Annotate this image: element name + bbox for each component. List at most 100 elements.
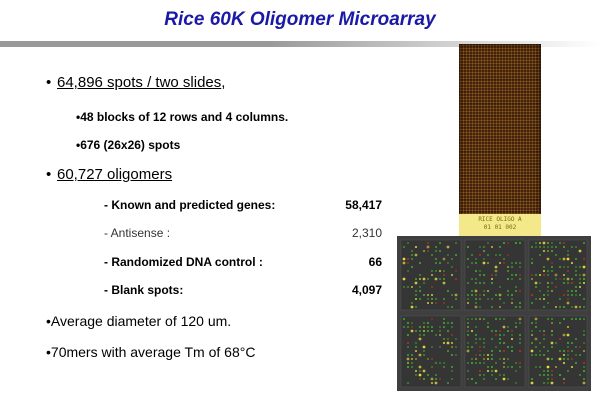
array-spot [567, 294, 569, 296]
array-spot [551, 346, 553, 348]
array-spot [483, 354, 485, 356]
array-spot [431, 254, 433, 256]
array-spot [443, 274, 445, 276]
array-spot [562, 333, 566, 337]
array-spot [479, 294, 481, 296]
array-spot [439, 334, 441, 336]
array-spot [415, 358, 417, 360]
array-spot [451, 306, 453, 308]
array-spot [403, 318, 405, 320]
array-spot [539, 354, 541, 356]
array-spot [583, 350, 585, 352]
array-spot [442, 281, 446, 285]
array-spot [487, 290, 489, 292]
array-spot [583, 366, 585, 368]
oligomers-text: 60,727 oligomers [57, 166, 173, 183]
array-spot [555, 306, 557, 308]
array-spots [400, 239, 588, 388]
array-spot [563, 282, 565, 284]
array-spot [519, 242, 521, 244]
array-spot [502, 325, 506, 329]
array-spot [474, 289, 478, 293]
array-spot [475, 358, 477, 360]
array-spot [411, 358, 413, 360]
array-spot [439, 362, 441, 364]
array-spot [423, 250, 425, 252]
array-spot [415, 346, 417, 348]
array-spot [415, 350, 417, 352]
array-spot [567, 346, 569, 348]
array-spot [411, 250, 413, 252]
array-spot [475, 338, 477, 340]
array-spot [558, 357, 562, 361]
array-spot [531, 342, 533, 344]
array-spot [455, 338, 457, 340]
array-spot [482, 261, 486, 265]
bullet-dot: • [46, 344, 51, 360]
array-spot [467, 362, 469, 364]
array-spot [535, 326, 537, 328]
array-spot [567, 250, 569, 252]
array-spot [511, 346, 513, 348]
array-spot [475, 298, 477, 300]
array-spot [419, 326, 421, 328]
array-spot [543, 374, 545, 376]
array-spot [455, 354, 457, 356]
array-spot [498, 293, 502, 297]
array-spot [407, 270, 409, 272]
array-spot [479, 282, 481, 284]
array-spot [451, 294, 453, 296]
array-spot [539, 246, 541, 248]
array-spot [575, 286, 577, 288]
array-spot [451, 346, 453, 348]
array-spot [582, 265, 586, 269]
array-spot [403, 326, 405, 328]
array-spot [534, 337, 538, 341]
array-spot [407, 286, 409, 288]
array-spot [443, 362, 445, 364]
array-spot [491, 278, 493, 280]
array-spot [539, 290, 541, 292]
array-spot [402, 277, 406, 281]
array-spot [583, 282, 585, 284]
array-spot [407, 262, 409, 264]
array-spot [563, 278, 565, 280]
array-spot [479, 246, 481, 248]
array-spot [583, 378, 585, 380]
array-spot [550, 341, 554, 345]
array-spot [431, 286, 433, 288]
array-spot [487, 366, 489, 368]
array-spot [483, 258, 485, 260]
array-spot [551, 242, 553, 244]
array-spot [411, 322, 413, 324]
array-spot [567, 298, 569, 300]
array-spot [431, 326, 433, 328]
array-spot [499, 342, 501, 344]
array-spot [471, 262, 473, 264]
array-spot [467, 330, 469, 332]
array-spot [499, 358, 501, 360]
array-spot [559, 278, 561, 280]
array-spot [431, 358, 433, 360]
array-spot [547, 286, 549, 288]
array-spot [443, 298, 445, 300]
bullet-dot: • [76, 138, 81, 152]
array-spot [411, 258, 413, 260]
array-spot [507, 346, 509, 348]
array-spot [571, 282, 573, 284]
array-spot [578, 249, 582, 253]
array-spot [475, 270, 477, 272]
array-spot [551, 282, 553, 284]
array-spot [491, 370, 493, 372]
array-spot [471, 254, 473, 256]
array-spot [419, 290, 421, 292]
array-spot [443, 270, 445, 272]
array-spot [431, 366, 433, 368]
array-spot [415, 298, 417, 300]
array-spot [407, 366, 409, 368]
slide-label-line2: 01 01 002 [483, 224, 517, 231]
array-spot [547, 246, 549, 248]
array-spot [515, 242, 517, 244]
array-spot [435, 270, 437, 272]
array-spot [503, 242, 505, 244]
